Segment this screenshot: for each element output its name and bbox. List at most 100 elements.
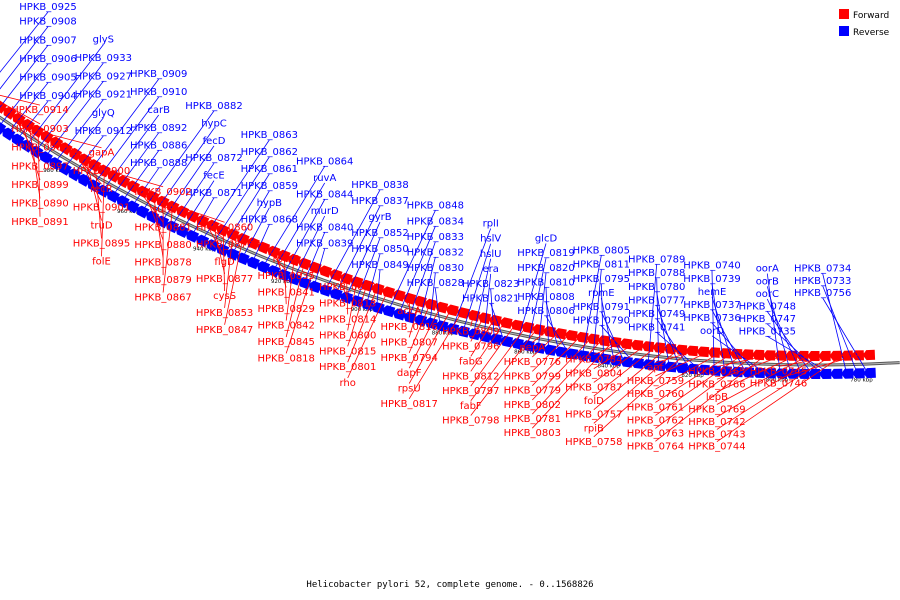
leader-line xyxy=(123,177,164,205)
leader-line xyxy=(9,109,41,162)
gene-label: truD xyxy=(90,221,112,232)
forward-gene xyxy=(685,345,699,357)
leader-line xyxy=(526,258,547,349)
reverse-gene xyxy=(403,311,417,324)
gene-label: HPKB_0788 xyxy=(628,268,685,279)
gene-label: HPKB_0800 xyxy=(319,330,376,341)
leader-line xyxy=(600,297,616,364)
gene-label: fabF xyxy=(460,401,482,412)
gene-label: HPKB_0850 xyxy=(351,244,408,255)
gene-label: HPKB_0845 xyxy=(257,337,314,348)
forward-gene xyxy=(510,319,524,332)
leader-line xyxy=(273,248,287,288)
gene-label: HPKB_0806 xyxy=(517,306,574,317)
leader-line xyxy=(56,139,102,167)
gene-label: HPKB_0736 xyxy=(683,313,740,324)
reverse-gene xyxy=(2,127,16,141)
gene-label: HPKB_0897 xyxy=(11,161,68,172)
forward-gene xyxy=(586,333,600,345)
leader-line xyxy=(434,288,441,329)
gene-label: HPKB_0820 xyxy=(517,263,574,274)
gene-label: HPKB_0886 xyxy=(130,141,187,152)
leader-line xyxy=(114,172,164,188)
leader-line xyxy=(470,324,529,402)
leader-line xyxy=(778,351,869,379)
leader-line xyxy=(656,318,693,373)
forward-gene xyxy=(630,339,644,351)
leader-line xyxy=(179,180,215,234)
gene-label: era xyxy=(482,264,498,275)
leader-line xyxy=(490,288,495,342)
forward-gene xyxy=(840,350,853,361)
reverse-gene xyxy=(339,291,354,304)
gene-label: HPKB_0780 xyxy=(628,282,685,293)
gene-label: HPKB_0789 xyxy=(628,255,685,266)
leader-line xyxy=(532,328,550,343)
reverse-gene xyxy=(774,368,788,379)
reverse-gene xyxy=(267,265,281,278)
reverse-gene xyxy=(382,305,396,318)
forward-gene xyxy=(652,342,666,354)
gene-label: HPKB_0758 xyxy=(565,437,622,448)
leader-line xyxy=(281,199,326,278)
gene-label: HPKB_0842 xyxy=(257,321,314,332)
reverse-gene xyxy=(521,340,535,352)
leader-line xyxy=(593,344,660,397)
leader-line xyxy=(365,253,381,308)
leader-line xyxy=(292,215,326,282)
leader-line xyxy=(0,26,49,90)
leader-line xyxy=(261,166,326,270)
leader-line xyxy=(490,303,506,345)
leader-line xyxy=(302,232,326,286)
forward-gene xyxy=(318,265,333,278)
gene-label: HPKB_0763 xyxy=(627,428,684,439)
leader-line xyxy=(323,189,381,294)
reverse-gene xyxy=(246,256,260,270)
reverse-gene xyxy=(554,346,568,358)
leader-line xyxy=(347,285,379,363)
gene-label: HPKB_0834 xyxy=(407,216,464,227)
forward-gene xyxy=(740,349,754,360)
gene-label: HPKB_0925 xyxy=(19,2,76,13)
leader-line xyxy=(593,343,649,383)
forward-gene xyxy=(597,335,611,347)
gene-label: HPKB_0914 xyxy=(11,105,68,116)
gene-label: HPKB_0890 xyxy=(11,198,68,209)
gene-label: HPKB_0746 xyxy=(750,379,807,390)
reverse-gene xyxy=(499,335,514,348)
reverse-gene xyxy=(116,195,130,209)
reverse-gene xyxy=(185,230,200,243)
gene-label: HPKB_0862 xyxy=(241,147,298,158)
gene-label: HPKB_0776 xyxy=(504,357,561,368)
gene-label: HPKB_0888 xyxy=(130,158,187,169)
gene-label: HPKB_0810 xyxy=(517,277,574,288)
gene-label: HPKB_0762 xyxy=(627,415,684,426)
reverse-gene xyxy=(106,190,120,203)
gene-label: oorB xyxy=(756,276,779,287)
leader-line xyxy=(62,117,104,172)
leader-line xyxy=(192,212,225,240)
leader-line xyxy=(263,244,287,272)
gene-label: pepA xyxy=(519,343,545,354)
leader-line xyxy=(515,243,547,347)
leader-line xyxy=(71,135,104,177)
leader-line xyxy=(450,228,492,332)
leader-line xyxy=(224,231,234,308)
forward-gene xyxy=(236,233,250,246)
leader-line xyxy=(33,62,104,154)
gene-label: HPKB_0908 xyxy=(19,17,76,28)
gene-label: HPKB_0818 xyxy=(257,353,314,364)
leader-line xyxy=(470,321,518,387)
gene-label: HPKB_0760 xyxy=(627,389,684,400)
gene-label: HPKB_0734 xyxy=(794,264,851,275)
gene-label: HPKB_0871 xyxy=(185,188,242,199)
legend: Forward Reverse xyxy=(839,9,890,38)
leader-line xyxy=(408,309,464,400)
leader-line xyxy=(285,256,295,321)
gene-label: HPKB_0796 xyxy=(442,341,499,352)
reverse-gene xyxy=(277,269,291,282)
gene-label: HPKB_0921 xyxy=(75,90,132,101)
gene-label: HPKB_0879 xyxy=(134,275,191,286)
forward-gene xyxy=(564,330,578,342)
leader-line xyxy=(0,94,41,106)
